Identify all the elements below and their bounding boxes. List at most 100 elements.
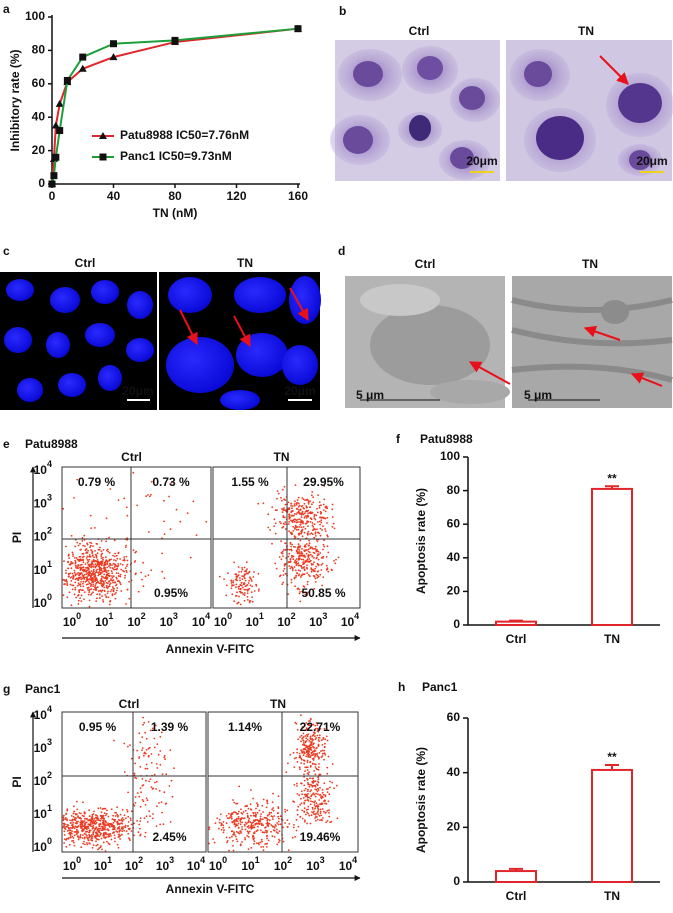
event-dot	[114, 566, 116, 568]
event-dot	[114, 582, 116, 584]
event-dot	[297, 738, 299, 740]
event-dot	[117, 566, 119, 568]
event-dot	[317, 791, 319, 793]
event-dot	[312, 807, 314, 809]
event-dot	[300, 740, 302, 742]
event-dot	[311, 491, 313, 493]
event-dot	[311, 571, 313, 573]
event-dot	[99, 597, 101, 599]
event-dot	[125, 825, 127, 827]
event-dot	[257, 812, 259, 814]
event-dot	[82, 570, 84, 572]
event-dot	[307, 760, 309, 762]
event-dot	[326, 565, 328, 567]
event-dot	[253, 843, 255, 845]
event-dot	[120, 569, 122, 571]
event-dot	[83, 566, 85, 568]
event-dot	[107, 591, 109, 593]
event-dot	[86, 569, 88, 571]
event-dot	[164, 755, 166, 757]
event-dot	[68, 573, 70, 575]
event-dot	[308, 815, 310, 817]
event-dot	[298, 565, 300, 567]
event-dot	[68, 838, 70, 840]
event-dot	[74, 587, 76, 589]
event-dot	[276, 568, 278, 570]
event-dot	[251, 586, 253, 588]
event-dot	[231, 836, 233, 838]
event-dot	[103, 829, 105, 831]
event-dot	[119, 558, 121, 560]
event-dot	[327, 820, 329, 822]
event-dot	[114, 837, 116, 839]
event-dot	[104, 567, 106, 569]
event-dot	[266, 832, 268, 834]
event-dot	[290, 543, 292, 545]
tick-exponent: 0	[227, 611, 232, 621]
event-dot	[112, 555, 114, 557]
event-dot	[143, 585, 145, 587]
quadrant-percent: 1.39 %	[151, 720, 189, 734]
event-dot	[98, 590, 100, 592]
event-dot	[94, 828, 96, 830]
event-dot	[152, 818, 154, 820]
y-tick-label: 100	[440, 449, 460, 463]
event-dot	[318, 740, 320, 742]
event-dot	[252, 576, 254, 578]
event-dot	[319, 521, 321, 523]
event-dot	[238, 811, 240, 813]
event-dot	[276, 829, 278, 831]
event-dot	[318, 554, 320, 556]
event-dot	[158, 802, 160, 804]
event-dot	[287, 593, 289, 595]
event-dot	[117, 563, 119, 565]
event-dot	[322, 517, 324, 519]
event-dot	[323, 499, 325, 501]
event-dot	[315, 546, 317, 548]
event-dot	[274, 836, 276, 838]
event-dot	[313, 802, 315, 804]
event-dot	[253, 820, 255, 822]
event-dot	[317, 521, 319, 523]
event-dot	[267, 822, 269, 824]
event-dot	[300, 749, 302, 751]
event-dot	[83, 581, 85, 583]
event-dot	[297, 761, 299, 763]
tick-base: 10	[306, 859, 320, 873]
event-dot	[269, 529, 271, 531]
tick-exponent: 1	[259, 611, 264, 621]
event-dot	[298, 543, 300, 545]
event-dot	[298, 794, 300, 796]
event-dot	[315, 581, 317, 583]
event-dot	[318, 782, 320, 784]
event-dot	[325, 795, 327, 797]
event-dot	[319, 574, 321, 576]
event-dot	[297, 563, 299, 565]
event-dot	[94, 585, 96, 587]
event-dot	[93, 825, 95, 827]
event-dot	[118, 847, 120, 849]
event-dot	[319, 505, 321, 507]
event-dot	[82, 801, 84, 803]
event-dot	[306, 794, 308, 796]
event-dot	[70, 837, 72, 839]
event-dot	[316, 816, 318, 818]
event-dot	[147, 799, 149, 801]
tick-base: 10	[309, 615, 323, 629]
tick-base: 10	[127, 615, 141, 629]
x-tick-label: TN	[604, 889, 620, 903]
event-dot	[266, 801, 268, 803]
event-dot	[281, 508, 283, 510]
event-dot	[295, 570, 297, 572]
event-dot	[115, 598, 117, 600]
event-dot	[302, 523, 304, 525]
event-dot	[118, 834, 120, 836]
event-dot	[83, 815, 85, 817]
event-dot	[103, 564, 105, 566]
event-dot	[120, 814, 122, 816]
tick-base: 10	[34, 563, 48, 577]
event-dot	[104, 808, 106, 810]
event-dot	[270, 831, 272, 833]
event-dot	[318, 799, 320, 801]
event-dot	[315, 531, 317, 533]
